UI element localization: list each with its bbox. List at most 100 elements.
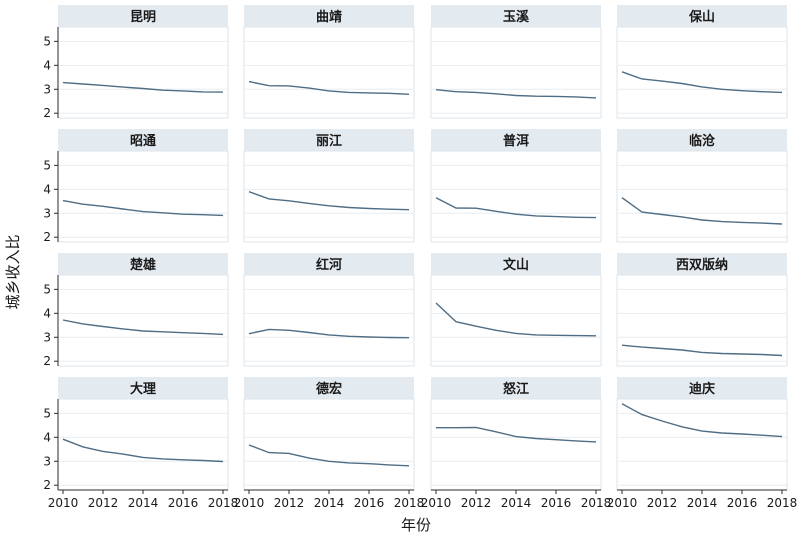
x-tick-label: 2010 [234,496,265,510]
facet-panel: 迪庆 2010 2012 2014 2016 2018 [607,377,798,510]
y-tick-label: 5 [43,158,51,172]
x-tick-label: 2014 [314,496,345,510]
x-tick-label: 2018 [208,496,239,510]
facet-panel: 玉溪 [430,5,602,119]
y-tick-label: 2 [43,106,51,120]
panel-plot-area [57,26,229,119]
x-tick-label: 2018 [581,496,612,510]
series-line [248,328,410,339]
y-tick-label: 3 [43,454,51,468]
panel-plot-area [430,150,602,243]
panel-title: 昭通 [130,133,156,149]
panel-title: 保山 [688,9,715,25]
facet-panel: 昆明 2 3 4 5 [43,5,229,120]
series-line [62,438,224,463]
series-line [621,71,783,94]
facet-panel: 昭通 2 3 4 5 [43,129,229,244]
panel-title-strip [617,129,787,151]
facet-panel: 怒江 2010 2012 2014 2016 2018 [421,377,612,510]
facet-panel: 文山 [430,253,602,367]
panel-title-strip [431,129,601,151]
panel-title: 楚雄 [130,257,156,273]
panel-plot-area [243,26,415,119]
series-line [435,302,597,337]
panel-title-strip [58,253,228,275]
x-tick-label: 2012 [461,496,492,510]
y-tick-label: 2 [43,478,51,492]
panel-title: 德宏 [316,381,342,397]
panel-plot-area [616,26,788,119]
panel-title-strip [58,377,228,399]
series-line [621,344,783,357]
panel-title-strip [244,5,414,27]
panel-plot-area [243,398,415,491]
panel-title: 怒江 [503,381,529,397]
panel-title-strip [244,377,414,399]
panel-title: 昆明 [130,9,156,25]
x-tick-label: 2012 [274,496,305,510]
panel-plot-area [616,398,788,491]
series-line [248,444,410,467]
x-tick-label: 2010 [48,496,79,510]
panel-plot-area [430,26,602,119]
panel-title-strip [431,377,601,399]
y-tick-label: 3 [43,82,51,96]
facet-panel: 德宏 2010 2012 2014 2016 2018 [234,377,425,510]
y-tick-label: 2 [43,230,51,244]
y-tick-label: 5 [43,34,51,48]
facet-panel: 曲靖 [243,5,415,119]
panel-title: 丽江 [316,133,342,149]
x-tick-label: 2016 [168,496,199,510]
panel-title: 大理 [130,381,156,397]
panel-title-strip [431,5,601,27]
x-tick-label: 2012 [647,496,678,510]
y-tick-label: 3 [43,206,51,220]
y-tick-label: 4 [43,58,51,72]
panel-plot-area [243,274,415,367]
panel-plot-area [616,274,788,367]
panel-title: 曲靖 [316,9,342,25]
panel-title: 文山 [503,257,529,273]
panel-title-strip [617,377,787,399]
series-line [62,81,224,93]
x-tick-label: 2016 [354,496,385,510]
panel-title-strip [244,253,414,275]
panel-title-strip [244,129,414,151]
x-tick-label: 2018 [394,496,425,510]
facet-panel: 保山 [616,5,788,119]
series-line [248,191,410,211]
x-tick-label: 2010 [421,496,452,510]
panel-title: 红河 [316,257,342,273]
panel-title-strip [431,253,601,275]
x-tick-label: 2014 [687,496,718,510]
x-tick-label: 2018 [767,496,798,510]
series-line [62,319,224,336]
series-line [621,403,783,438]
y-tick-label: 5 [43,282,51,296]
x-tick-label: 2010 [607,496,638,510]
y-tick-label: 5 [43,406,51,420]
panel-plot-area [430,274,602,367]
panel-plot-area [243,150,415,243]
panel-title-strip [617,5,787,27]
series-line [62,199,224,217]
panel-plot-area [430,398,602,491]
y-tick-label: 4 [43,430,51,444]
facet-panel: 红河 [243,253,415,367]
y-axis-title: 城乡收入比 [4,234,22,309]
x-tick-label: 2012 [88,496,119,510]
panel-plot-area [616,150,788,243]
x-tick-label: 2014 [128,496,159,510]
series-line [621,197,783,225]
facet-panel: 临沧 [616,129,788,243]
panel-plot-area [57,150,229,243]
panel-title-strip [617,253,787,275]
x-tick-label: 2016 [727,496,758,510]
panel-title: 玉溪 [503,9,530,25]
x-axis-title: 年份 [401,516,431,534]
facet-panel: 西双版纳 [616,253,788,367]
x-tick-label: 2016 [541,496,572,510]
facet-panel: 楚雄 2 3 4 5 [43,253,229,368]
panel-plot-area [57,274,229,367]
